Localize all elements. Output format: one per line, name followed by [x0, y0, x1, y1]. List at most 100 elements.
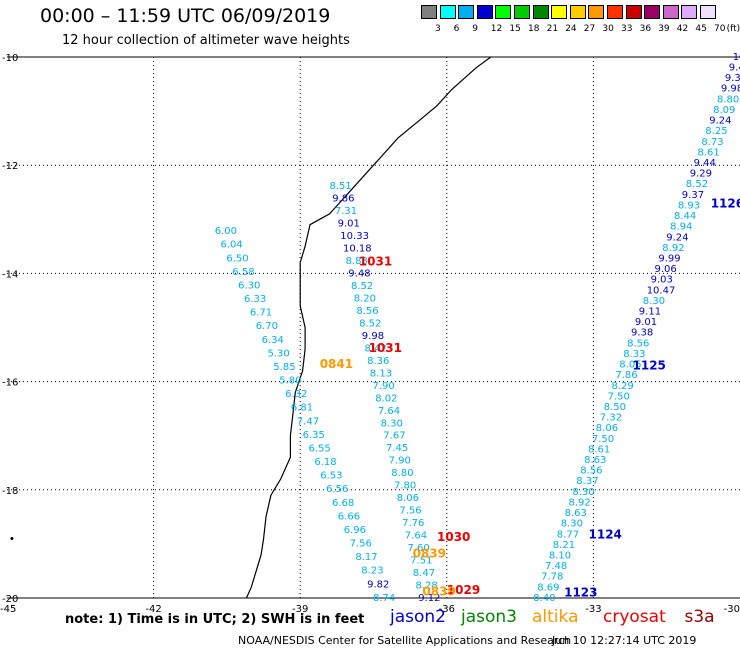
swh-value: 5.30: [268, 348, 290, 359]
swh-value: 8.47: [413, 568, 435, 579]
swh-value: 8.23: [361, 566, 383, 577]
legend-swatch: [439, 5, 456, 19]
swh-value: 8.77: [557, 529, 579, 540]
lat-tick-label: -12: [2, 161, 18, 172]
swh-value: 6.30: [238, 281, 260, 292]
swh-value: 8.56: [356, 306, 378, 317]
legend-label: 45: [695, 24, 707, 34]
swh-value: 8.09: [713, 105, 735, 116]
legend-label: 27: [583, 24, 596, 34]
legend-swatch: [607, 5, 623, 19]
swh-value: 8.83: [346, 256, 368, 267]
swh-value: 7.32: [600, 413, 622, 424]
swh-value: 9.38: [631, 328, 653, 339]
swh-value: 5.80: [279, 376, 301, 387]
swh-value: 8.93: [678, 200, 700, 211]
legend-label: 39: [658, 24, 670, 34]
swh-value: 8.92: [569, 497, 591, 508]
swh-value: 6.53: [320, 471, 342, 482]
swh-value: 8.63: [584, 455, 606, 466]
swh-value: 8.80: [717, 94, 739, 105]
swh-value: 8.25: [705, 126, 727, 137]
swh-value: 6.81: [291, 403, 313, 414]
legend-label: 42: [676, 24, 689, 34]
swh-value: 8.69: [537, 582, 559, 593]
satellite-label: jason3: [461, 607, 517, 627]
pass-time-label: 1126: [711, 196, 740, 210]
pass-time-label: 0839: [413, 546, 446, 560]
swh-value: 6.04: [221, 240, 243, 251]
satellite-label: s3a: [684, 607, 715, 627]
swh-value: 8.61: [588, 444, 610, 455]
legend-swatch: [662, 5, 679, 19]
swh-value: 8.33: [623, 349, 645, 360]
swh-value: 7.90: [373, 381, 395, 392]
lat-tick-label: -20: [2, 594, 18, 605]
swh-value: 8.37: [576, 476, 598, 487]
swh-value: 8.05: [619, 360, 641, 371]
swh-value: 8.56: [580, 466, 602, 477]
swh-value: 8.92: [662, 243, 684, 254]
swh-value: 9.06: [655, 264, 677, 275]
swh-value: 6.68: [332, 498, 354, 509]
legend-swatch: [700, 5, 716, 19]
lon-tick-label: -42: [145, 604, 161, 615]
swh-value: 8.80: [391, 468, 413, 479]
swh-value: 8.94: [670, 222, 692, 233]
swh-value: 5.85: [273, 362, 295, 373]
swh-value: 9.37: [682, 190, 704, 201]
swh-value: 6.71: [250, 308, 272, 319]
swh-value: 8.40: [533, 593, 555, 604]
legend-label: 21: [546, 24, 559, 34]
swh-value: 8.52: [686, 179, 708, 190]
map-grid: [7, 56, 740, 599]
swh-value: 6.32: [285, 389, 307, 400]
footnote: note: 1) Time is in UTC; 2) SWH is in fe…: [65, 612, 365, 627]
legend-label: 36: [639, 24, 652, 34]
swh-value: 8.61: [698, 147, 720, 158]
swh-value: 8.63: [565, 508, 587, 519]
swh-value: 8.52: [359, 319, 381, 330]
swh-value: 9.01: [635, 317, 657, 328]
swh-value: 8.56: [627, 338, 649, 349]
swh-value: 8.36: [367, 356, 389, 367]
swh-value: 9.48: [348, 269, 370, 280]
pass-time-labels: 1031103108411030083910290839112611251124…: [320, 196, 740, 599]
lon-tick-label: -33: [585, 604, 601, 615]
pass-time-label: 1030: [437, 530, 470, 544]
legend-swatch: [514, 5, 530, 19]
timestamp-text: Jun 10 12:27:14 UTC 2019: [552, 634, 697, 647]
swh-value: 6.66: [338, 511, 360, 522]
legend-swatch: [532, 5, 549, 19]
swh-value: 9.11: [639, 307, 661, 318]
swh-value: 8.50: [604, 402, 626, 413]
map-title: 00:00 – 11:59 UTC 06/09/2019: [40, 5, 331, 27]
legend-label: 3: [435, 24, 441, 34]
lon-tick-label: -39: [292, 604, 308, 615]
swh-value: 8.06: [596, 423, 618, 434]
swh-value: 8.42: [365, 343, 387, 354]
pass-time-label: 1123: [564, 585, 597, 599]
swh-value: 8.30: [643, 296, 665, 307]
lat-tick-label: -14: [2, 269, 18, 280]
swh-value: 8.51: [330, 181, 352, 192]
swh-value: 7.64: [405, 531, 427, 542]
swh-value: 6.55: [309, 444, 331, 455]
swh-value: 8.02: [375, 393, 397, 404]
map-subtitle: 12 hour collection of altimeter wave hei…: [62, 33, 350, 48]
lon-tick-label: -30: [724, 604, 740, 615]
axis-labels: -10 -12 -14 -16 -18 -20-45 -42 -39 -36 -33 -30: [0, 53, 740, 615]
swh-value: 9.44: [694, 158, 716, 169]
swh-value: 9.03: [651, 275, 673, 286]
lon-tick-label: -36: [439, 604, 455, 615]
swh-value: 9.24: [666, 232, 688, 243]
swh-value: 8.29: [612, 381, 634, 392]
swh-value: 6.50: [226, 253, 248, 264]
pass-time-label: 1124: [589, 528, 622, 542]
legend-label: 6: [453, 24, 460, 34]
lat-tick-label: -16: [2, 378, 18, 389]
swh-value: 7.48: [545, 561, 567, 572]
swh-value: 8.21: [553, 540, 575, 551]
swh-value: 7.90: [389, 456, 411, 467]
